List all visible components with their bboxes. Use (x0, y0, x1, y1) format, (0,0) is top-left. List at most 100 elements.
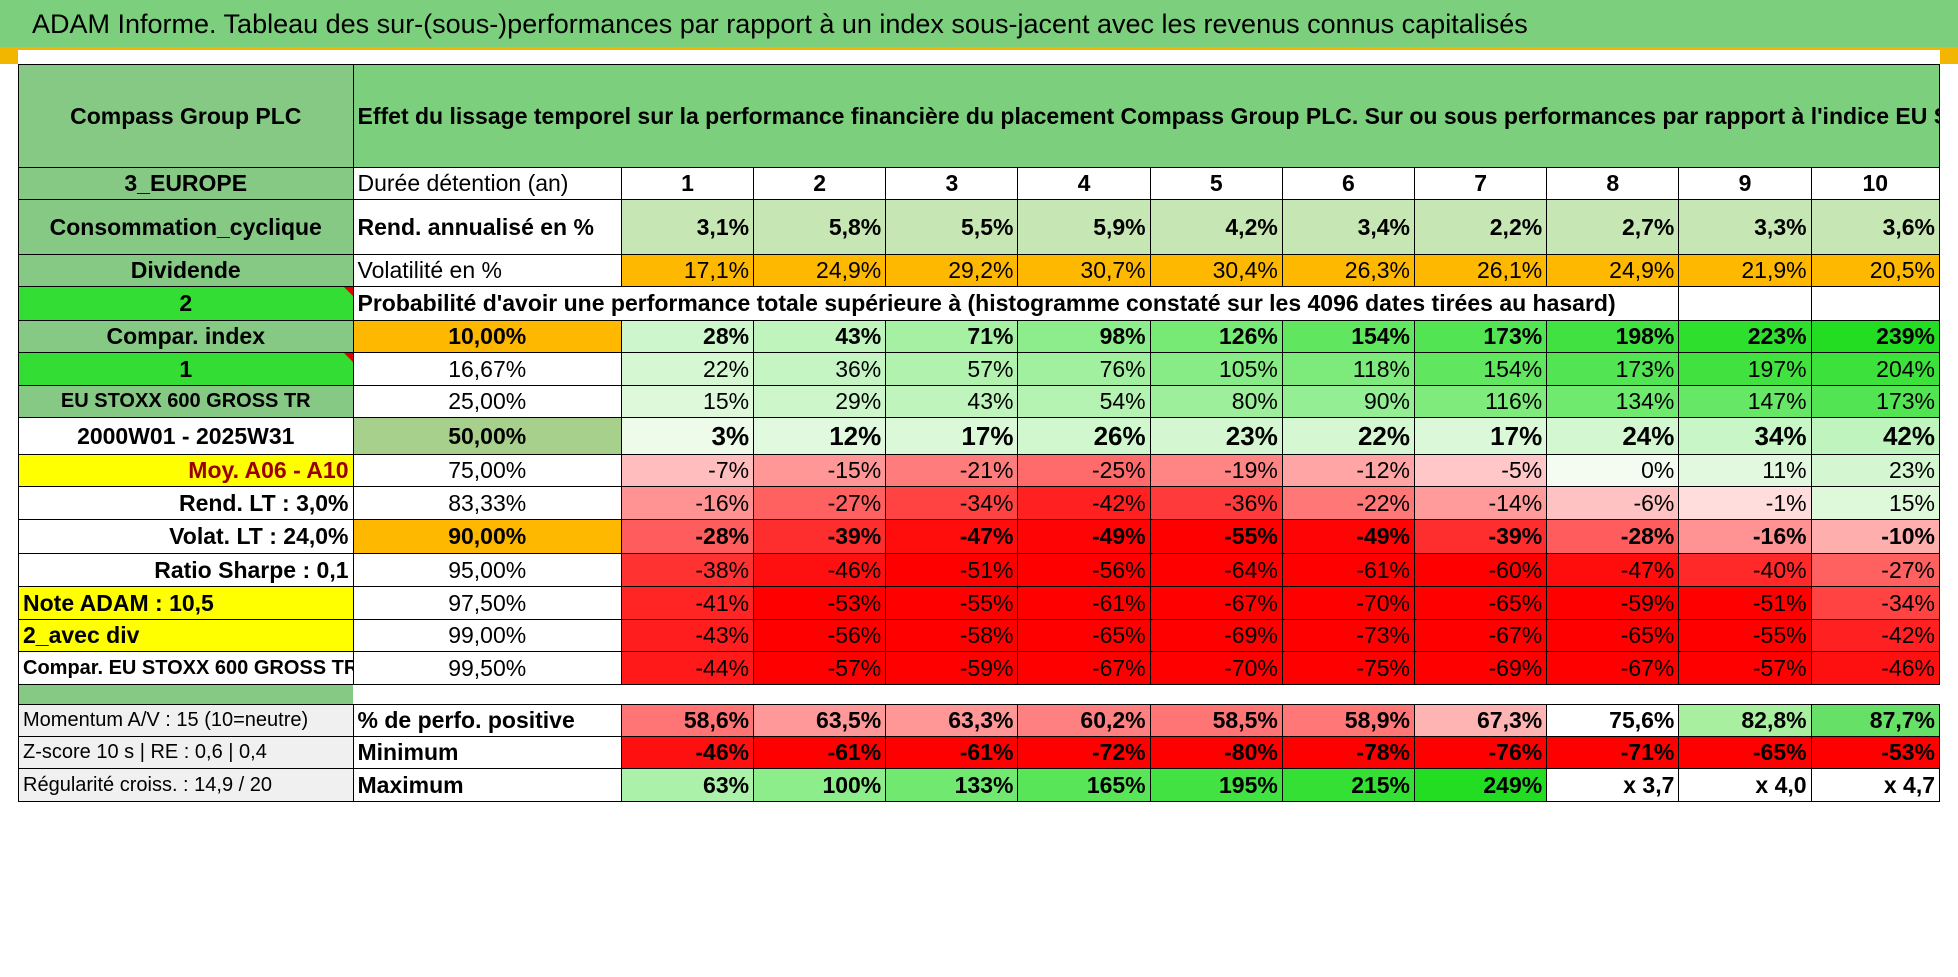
matrix-cell: -67% (1149, 586, 1283, 620)
matrix-cell: -64% (1149, 553, 1283, 587)
separator-blank (353, 684, 1940, 705)
bottom-value: -78% (1281, 736, 1416, 769)
report-banner: ADAM Informe. Tableau des sur-(sous-)per… (0, 0, 1958, 50)
bottom-value: -65% (1678, 736, 1812, 769)
rend-value: 5,8% (753, 199, 887, 255)
separator-cell (18, 684, 353, 705)
sector-label: Consommation_cyclique (18, 199, 354, 255)
matrix-cell: 223% (1678, 320, 1812, 353)
matrix-cell: -41% (620, 586, 755, 620)
matrix-cell: 173% (1414, 320, 1548, 353)
matrix-cell: 0% (1546, 454, 1680, 487)
matrix-cell: 23% (1149, 417, 1283, 455)
year-header-7: 7 (1414, 167, 1548, 200)
matrix-cell: -51% (885, 553, 1019, 587)
matrix-cell: 34% (1678, 417, 1812, 455)
bottom-value: -76% (1414, 736, 1548, 769)
bottom-value: 63,3% (885, 704, 1019, 737)
matrix-cell: -49% (1281, 519, 1416, 554)
bottom-metric-label: Z-score 10 s | RE : 0,6 | 0,4 (18, 736, 354, 769)
report-title: ADAM Informe. Tableau des sur-(sous-)per… (32, 9, 1528, 39)
bottom-value: 58,9% (1281, 704, 1416, 737)
empty-cell (1810, 286, 1941, 321)
matrix-cell: -59% (1546, 586, 1680, 620)
rend-label: Rend. annualisé en % (352, 199, 622, 255)
matrix-cell: -28% (1546, 519, 1680, 554)
matrix-cell: 22% (620, 352, 755, 386)
matrix-cell: -55% (885, 586, 1019, 620)
bottom-value: -61% (753, 736, 887, 769)
matrix-cell: 154% (1281, 320, 1416, 353)
year-header-4: 4 (1017, 167, 1151, 200)
empty-cell (1678, 286, 1812, 321)
matrix-cell: -67% (1546, 651, 1680, 685)
bottom-value: 165% (1017, 768, 1151, 802)
matrix-cell: 22% (1281, 417, 1416, 455)
matrix-cell: 29% (753, 385, 887, 418)
matrix-cell: -22% (1281, 486, 1416, 520)
matrix-cell: -57% (1678, 651, 1812, 685)
matrix-cell: -15% (753, 454, 887, 487)
year-header-8: 8 (1546, 167, 1680, 200)
matrix-cell: 15% (1810, 486, 1941, 520)
matrix-cell: -36% (1149, 486, 1283, 520)
matrix-cell: -19% (1149, 454, 1283, 487)
year-header-2: 2 (753, 167, 887, 200)
performance-table: Compass Group PLC Effet du lissage tempor… (18, 64, 1941, 802)
matrix-cell: 43% (885, 385, 1019, 418)
matrix-cell: -25% (1017, 454, 1151, 487)
matrix-cell: 105% (1149, 352, 1283, 386)
period-label: 2000W01 - 2025W31 (18, 417, 354, 455)
bottom-value: 249% (1414, 768, 1548, 802)
vol-value: 26,3% (1281, 254, 1416, 287)
matrix-cell: 43% (753, 320, 887, 353)
matrix-cell: 126% (1149, 320, 1283, 353)
matrix-cell: 204% (1810, 352, 1941, 386)
year-header-1: 1 (620, 167, 755, 200)
bottom-value: -61% (885, 736, 1019, 769)
compar-index-name-label: Compar. EU STOXX 600 GROSS TR (18, 651, 354, 685)
bottom-metric-label: Momentum A/V : 15 (10=neutre) (18, 704, 354, 737)
average-label: Moy. A06 - A10 (18, 454, 354, 487)
rend-value: 3,4% (1281, 199, 1416, 255)
matrix-cell: 198% (1546, 320, 1680, 353)
percentile-value: 97,50% (352, 586, 622, 620)
matrix-cell: 71% (885, 320, 1019, 353)
matrix-cell: -61% (1017, 586, 1151, 620)
matrix-cell: -16% (1678, 519, 1812, 554)
matrix-cell: -61% (1281, 553, 1416, 587)
percentile-value: 90,00% (352, 519, 622, 554)
matrix-cell: -27% (1810, 553, 1941, 587)
matrix-cell: 23% (1810, 454, 1941, 487)
bottom-value: x 3,7 (1546, 768, 1680, 802)
bottom-value: x 4,7 (1810, 768, 1941, 802)
percentile-value: 10,00% (352, 320, 622, 353)
bottom-value: 63% (620, 768, 755, 802)
matrix-cell: -65% (1017, 619, 1151, 652)
percentile-value: 16,67% (352, 352, 622, 386)
matrix-cell: -44% (620, 651, 755, 685)
percentile-value: 75,00% (352, 454, 622, 487)
bottom-value: 63,5% (753, 704, 887, 737)
bottom-value: 67,3% (1414, 704, 1548, 737)
matrix-cell: 173% (1546, 352, 1680, 386)
matrix-cell: -55% (1149, 519, 1283, 554)
matrix-cell: -49% (1017, 519, 1151, 554)
duration-label: Durée détention (an) (352, 167, 622, 200)
rend-value: 5,9% (1017, 199, 1151, 255)
bottom-value: 133% (885, 768, 1019, 802)
matrix-cell: -40% (1678, 553, 1812, 587)
matrix-cell: -47% (885, 519, 1019, 554)
bottom-value: x 4,0 (1678, 768, 1812, 802)
bottom-value: 82,8% (1678, 704, 1812, 737)
bottom-value: 58,5% (1149, 704, 1283, 737)
matrix-cell: -43% (620, 619, 755, 652)
right-corner-mark (1940, 50, 1958, 64)
matrix-cell: 116% (1414, 385, 1548, 418)
matrix-cell: 36% (753, 352, 887, 386)
bottom-value: 58,6% (620, 704, 755, 737)
matrix-cell: 17% (885, 417, 1019, 455)
matrix-cell: -65% (1546, 619, 1680, 652)
matrix-cell: -5% (1414, 454, 1548, 487)
